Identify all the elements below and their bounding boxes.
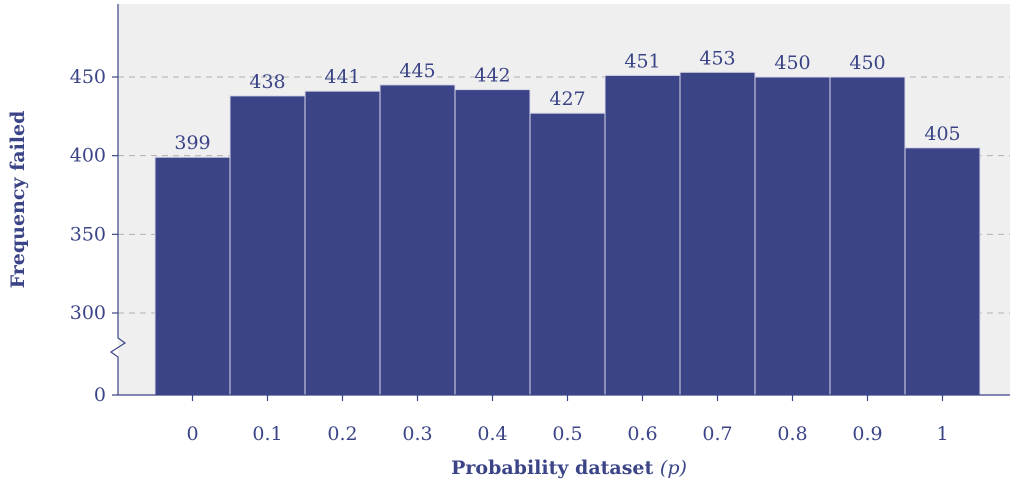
data-labels-group: 399 438 441 445 442 427 451 453 450 450 405 (174, 47, 960, 154)
y-tick-label-450: 450 (70, 66, 106, 88)
bar-0.7 (679, 71, 756, 396)
data-label-0.7: 453 (699, 47, 735, 69)
y-tick-label-zero: 0 (94, 384, 106, 406)
bar-0.1 (229, 95, 306, 396)
y-tick-label-300: 300 (70, 302, 106, 324)
y-tick-labels: 300 350 400 450 0 (70, 66, 118, 406)
bar-0.3 (379, 84, 456, 396)
x-tick-label-0.9: 0.9 (852, 423, 882, 445)
bar-1 (904, 147, 981, 396)
x-tick-labels: 0 0.1 0.2 0.3 0.4 0.5 0.6 0.7 0.8 0.9 1 (186, 395, 949, 445)
x-tick-label-1: 1 (936, 423, 948, 445)
data-label-0.9: 450 (849, 52, 885, 74)
x-tick-label-0.5: 0.5 (552, 423, 582, 445)
axes-group (109, 4, 1010, 396)
data-label-0.5: 427 (549, 88, 585, 110)
x-tick-label-0.3: 0.3 (402, 423, 432, 445)
bar-0.4 (454, 89, 531, 396)
bar-0.8 (754, 76, 831, 396)
bar-0.5 (529, 112, 606, 396)
data-label-0.2: 441 (324, 66, 360, 88)
data-label-0.6: 451 (624, 50, 660, 72)
x-tick-label-0.8: 0.8 (777, 423, 807, 445)
data-label-0.3: 445 (399, 60, 435, 82)
y-tick-label-350: 350 (70, 223, 106, 245)
bar-0.2 (304, 90, 381, 396)
data-label-0: 399 (174, 132, 210, 154)
x-axis-title-text: Probability dataset (451, 457, 653, 479)
y-axis-title: Frequency failed (7, 111, 29, 289)
bars-group (154, 71, 981, 396)
y-tick-label-400: 400 (70, 145, 106, 167)
x-tick-label-0.1: 0.1 (252, 423, 282, 445)
y-axis-line-with-break (109, 4, 127, 395)
bar-0.6 (604, 74, 681, 396)
x-tick-label-0.2: 0.2 (327, 423, 357, 445)
data-label-0.4: 442 (474, 65, 510, 87)
data-label-1: 405 (924, 123, 960, 145)
bar-0 (154, 156, 231, 396)
x-tick-label-0: 0 (186, 423, 198, 445)
x-axis-title: Probability dataset (p) (451, 457, 687, 479)
data-label-0.1: 438 (249, 71, 285, 93)
x-tick-label-0.4: 0.4 (477, 423, 507, 445)
x-tick-label-0.6: 0.6 (627, 423, 657, 445)
x-axis-title-variable: (p) (660, 457, 687, 479)
bar-0.9 (829, 76, 906, 396)
data-label-0.8: 450 (774, 52, 810, 74)
x-tick-label-0.7: 0.7 (702, 423, 732, 445)
